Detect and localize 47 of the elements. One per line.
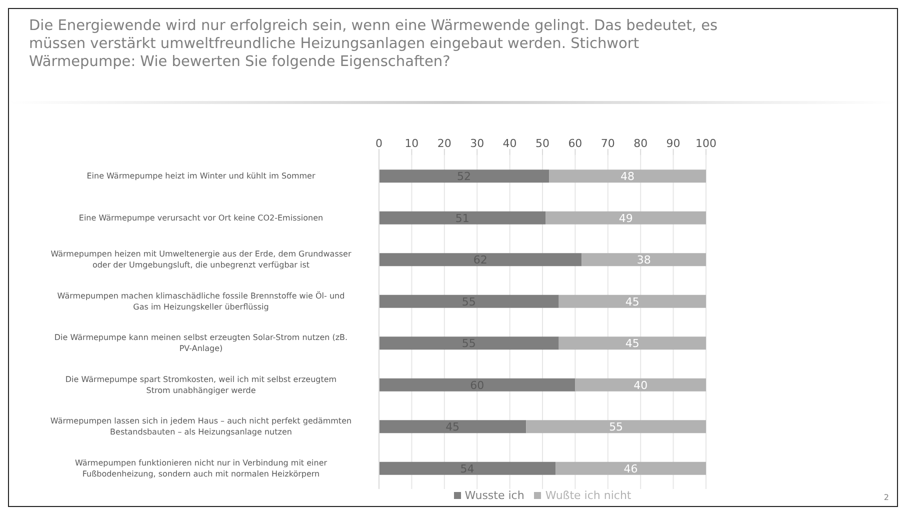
bar xyxy=(379,170,550,183)
bar xyxy=(379,211,546,224)
data-label: 55 xyxy=(609,420,624,434)
data-label: 45 xyxy=(625,295,640,308)
bar xyxy=(379,294,559,308)
bar xyxy=(582,253,706,266)
x-tick-label: 90 xyxy=(666,137,680,150)
bar xyxy=(549,170,706,183)
x-tick-label: 0 xyxy=(376,137,382,150)
y-tick-label: Eine Wärmepumpe verursacht vor Ort keine CO2-Emissionen xyxy=(78,213,324,222)
y-tick-label: Eine Wärmepumpe heizt im Winter und kühlt im Sommer xyxy=(86,172,316,181)
bar xyxy=(556,462,706,475)
x-tick-label: 100 xyxy=(696,137,716,150)
x-tick-label: 80 xyxy=(634,137,648,150)
legend-label: Wußte ich nicht xyxy=(545,489,632,502)
legend-label: Wusste ich xyxy=(464,489,524,502)
y-tick-label: Wärmepumpen machen klimaschädliche fossile Brennstoffe wie Öl- und Gas im Heizungskeller überflüssig xyxy=(57,290,345,312)
x-tick-label: 60 xyxy=(568,137,582,150)
bar xyxy=(558,294,706,308)
data-label: 49 xyxy=(618,212,633,225)
bar xyxy=(379,420,526,434)
bar xyxy=(546,211,706,224)
y-tick-label: Wärmepumpen heizen mit Umweltenergie aus der Erde, dem Grundwasser oder der Umgebungsluft, die unbegrenzt verfügbar ist xyxy=(50,250,352,270)
x-tick-label: 10 xyxy=(404,137,419,150)
chart-title: Die Energiewende wird nur erfolgreich sein, wenn eine Wärmewende gelingt. Das bedeutet, es müssen verstärkt umweltfreundliche Heizungsanlagen eingebaut werden. Stichwort Wärmepumpe: Wie bewerten Sie folgende Eigenschaften? xyxy=(29,17,719,71)
x-tick-label: 20 xyxy=(437,137,452,150)
bar xyxy=(379,253,582,266)
y-tick-label: Wärmepumpen lassen sich in jedem Haus – auch nicht perfekt gedämmten Bestandsbauten – als Heizungsanlage nutzen xyxy=(50,416,352,437)
y-tick-label: Die Wärmepumpe spart Stromkosten, weil ich mit selbst erzeugtem Strom unabhängiger werde xyxy=(65,374,337,395)
y-tick-label: Die Wärmepumpe kann meinen selbst erzeugten Solar-Strom nutzen (zB. PV-Anlage) xyxy=(54,333,348,354)
bar xyxy=(558,336,706,350)
data-label: 48 xyxy=(620,170,635,184)
y-tick-label: Wärmepumpen funktionieren nicht nur in Verbindung mit einer Fußbodenheizung, sondern auch mit normalen Heizkörpern xyxy=(74,458,328,478)
bar xyxy=(575,378,706,392)
text: 2 xyxy=(884,493,889,502)
data-label: 38 xyxy=(636,254,651,267)
data-label: 40 xyxy=(634,378,648,392)
x-tick-label: 50 xyxy=(536,137,550,150)
data-label: 45 xyxy=(625,337,640,350)
bar xyxy=(379,462,556,475)
x-tick-label: 30 xyxy=(470,137,484,150)
x-tick-label: 40 xyxy=(502,137,517,150)
x-tick-label: 70 xyxy=(600,137,615,150)
bar xyxy=(379,378,576,392)
bar xyxy=(379,336,559,350)
data-label: 46 xyxy=(624,462,638,476)
bar xyxy=(526,420,706,434)
